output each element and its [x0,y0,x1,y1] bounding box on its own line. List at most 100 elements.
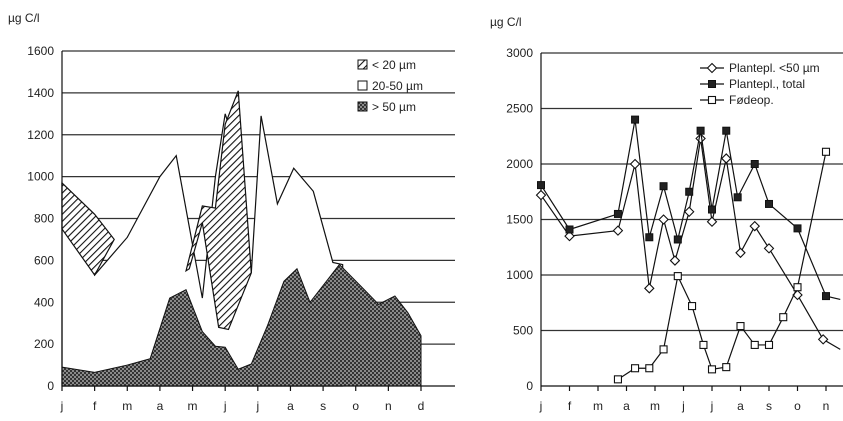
series-fodeop-point [764,340,774,349]
series-plantepl-under-50um-point [763,243,775,254]
right-x-tick-label: m [593,399,603,413]
series-plantepl-under-50um-point [644,283,655,294]
series-fodeop-point [630,364,640,373]
series-plantepl-under-50um-point [535,189,547,201]
series-plantepl-total-point [613,209,622,218]
left-x-tick-label: j [60,399,64,413]
series-plantepl-under-50um-point [629,158,641,170]
left-y-tick-label: 800 [34,212,54,226]
left-y-tick-label: 1200 [27,128,54,142]
left-legend-swatch [357,101,368,112]
series-plantepl-under-50um-point [658,214,669,225]
right-y-tick-label: 500 [513,324,533,338]
series-fodeop-point [687,302,697,311]
series-fodeop-point [673,272,682,281]
right-legend: Plantepl. <50 µm Plantepl., total Fødeop. [692,59,843,114]
series-plantepl-under-50um-point [612,225,624,236]
series-plantepl-under-50um-point [564,230,575,242]
right-x-tick-label: j [539,399,543,413]
series-plantepl-under-50um-point [683,206,695,218]
series-fodeop [613,147,831,384]
left-x-tick-label: n [385,399,392,413]
right-x-tick-label: o [794,399,801,413]
left-y-tick-label: 400 [34,295,54,309]
left-legend-label: 20-50 µm [372,79,423,93]
series-plantepl-under-50um-point [669,255,681,266]
right-y-tick-label: 1500 [506,213,533,227]
left-x-tick-label: a [157,399,164,413]
series-plantepl-under-50um [535,133,841,350]
series-plantepl-total-point [537,181,545,190]
left-x-tick-label: o [352,399,359,413]
right-x-tick-label: s [766,399,772,413]
area-under-20um [185,90,252,331]
right-y-unit-label: µg C/l [490,15,522,29]
series-fodeop-point [793,283,802,292]
right-x-tick-label: f [568,399,572,413]
right-legend-marker [707,95,717,105]
left-y-tick-label: 0 [47,379,54,393]
right-x-tick-label: a [623,399,630,413]
series-plantepl-total-point [722,126,731,135]
right-legend-marker [708,80,716,88]
series-plantepl-total-point [793,224,802,233]
series-fodeop-point [722,363,731,372]
series-plantepl-under-50um-point [735,247,746,259]
series-plantepl-total-point [673,235,682,244]
series-plantepl-total-point [631,115,640,124]
series-plantepl-total-point [708,205,716,214]
left-y-unit-label: µg C/l [8,11,40,25]
left-x-tick-label: s [320,399,326,413]
series-plantepl-total-point [765,199,773,208]
series-plantepl-total-point [565,225,574,234]
left-legend-label: > 50 µm [372,100,416,114]
right-x-tick-label: j [710,399,714,413]
series-plantepl-total-point [645,233,654,242]
right-x-tick-label: n [823,399,830,413]
series-plantepl-total-point [659,182,668,191]
right-legend-label: Plantepl., total [729,77,805,91]
series-fodeop-point [779,313,788,322]
left-x-tick-label: f [93,399,97,413]
left-y-tick-label: 600 [34,253,54,267]
series-fodeop-point [645,364,654,373]
series-fodeop-point [707,365,717,374]
series-plantepl-total-point [733,193,742,202]
left-x-tick-label: d [418,399,425,413]
plankton-line-chart: µg C/l 0 500 1000 1500 2000 2500 3000 j f m a m j j a s… [490,15,843,413]
left-y-tick-label: 1000 [27,170,54,184]
series-plantepl-under-50um-point [706,216,718,227]
series-fodeop-point [821,147,831,156]
series-plantepl-under-50um-point [817,334,829,345]
series-fodeop-point [699,340,708,349]
left-x-tick-label: m [188,399,198,413]
series-fodeop-point [736,322,745,331]
series-plantepl-total-point [685,187,694,196]
left-legend: < 20 µm 20-50 µm > 50 µm [357,58,423,114]
left-x-tick-label: m [122,399,132,413]
left-y-tick-label: 1600 [27,44,54,58]
series-plantepl-under-50um-point [720,153,732,164]
series-fodeop-point [659,345,668,354]
right-legend-label: Plantepl. <50 µm [729,61,820,75]
left-x-tick-label: j [223,399,227,413]
series-plantepl-total-point [750,160,759,168]
right-x-tick-label: m [650,399,660,413]
right-y-tick-label: 2000 [506,157,533,171]
right-legend-marker [706,62,718,74]
right-x-tick-label: j [681,399,685,413]
size-fraction-area-chart: µg C/l 0 200 400 600 800 1000 1200 1400 1600 j f m a… [8,11,455,413]
series-fodeop-point [613,375,623,384]
area-over-50um [61,263,422,387]
left-y-tick-label: 200 [34,337,54,351]
right-x-tick-label: a [737,399,744,413]
series-plantepl-under-50um-line [540,138,841,350]
left-legend-swatch [357,59,368,70]
left-x-tick-label: a [287,399,294,413]
right-y-tick-label: 0 [526,379,533,393]
left-legend-label: < 20 µm [372,58,416,72]
series-plantepl-total-point [696,126,705,135]
right-y-tick-label: 2500 [506,102,533,116]
left-y-tick-label: 1400 [27,86,54,100]
